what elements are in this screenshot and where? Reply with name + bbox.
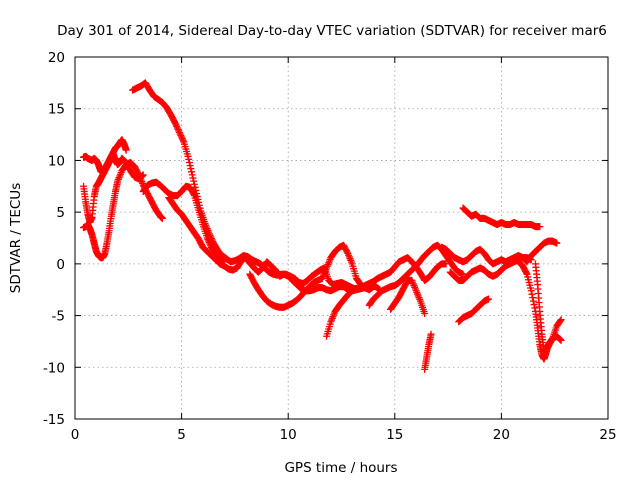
data-point <box>187 165 195 173</box>
plot-frame <box>74 56 609 420</box>
data-point <box>177 132 185 140</box>
data-point <box>190 177 198 185</box>
chart-title: Day 301 of 2014, Sidereal Day-to-day VTE… <box>57 23 607 39</box>
data-point <box>122 146 130 154</box>
series-arc-4 <box>129 79 384 294</box>
data-point <box>171 119 179 127</box>
data-point <box>536 223 544 231</box>
series-arc-12 <box>438 237 561 268</box>
data-point <box>188 171 196 179</box>
data-point <box>485 295 493 303</box>
data-point <box>205 237 213 245</box>
x-tick-label: 15 <box>386 427 403 443</box>
series-arc-9 <box>365 241 467 309</box>
data-point <box>189 174 197 182</box>
data-point <box>178 133 186 141</box>
data-point <box>427 330 435 338</box>
y-tick-label: -5 <box>52 309 65 325</box>
x-tick-label: 10 <box>280 427 297 443</box>
x-axis-label: GPS time / hours <box>284 460 397 476</box>
x-tick-label: 25 <box>599 427 616 443</box>
series-arc-17 <box>532 260 565 355</box>
data-point <box>174 125 182 133</box>
data-point <box>553 239 561 247</box>
data-point <box>556 317 564 325</box>
y-tick-label: 10 <box>48 153 65 169</box>
data-point <box>185 158 193 166</box>
data-point <box>557 316 565 324</box>
data-point <box>184 152 192 160</box>
series-arc-8 <box>323 254 450 340</box>
series-arc-10 <box>387 276 429 318</box>
data-point <box>173 124 181 132</box>
data-point <box>548 336 556 344</box>
data-point <box>343 248 351 256</box>
x-tick-labels: 0 5 10 15 20 25 <box>71 427 617 443</box>
data-point <box>175 127 183 135</box>
y-tick-label: -10 <box>43 360 65 376</box>
x-tick-label: 0 <box>71 427 80 443</box>
y-tick-label: -15 <box>43 412 65 428</box>
x-tick-label: 5 <box>177 427 186 443</box>
data-point <box>173 122 181 130</box>
data-point <box>158 214 166 222</box>
data-point <box>186 162 194 170</box>
data-point <box>203 234 211 242</box>
data-point <box>531 304 539 312</box>
y-tick-labels: -15 -10 -5 0 5 10 15 20 <box>43 50 65 428</box>
data-point <box>172 121 180 129</box>
y-tick-label: 15 <box>48 102 65 118</box>
data-point <box>206 240 214 248</box>
series-arc-15 <box>459 204 544 231</box>
series-arc-6 <box>165 194 377 295</box>
data-point <box>522 269 530 277</box>
axis-ticks <box>74 56 609 420</box>
data-point <box>527 256 535 264</box>
data-point <box>188 168 196 176</box>
grid-lines <box>75 57 608 419</box>
series-arc-11 <box>421 330 435 373</box>
data-point <box>529 297 537 305</box>
data-point <box>134 170 142 178</box>
data-point <box>204 236 212 244</box>
data-point <box>176 130 184 138</box>
y-axis-label: SDTVAR / TECUs <box>8 183 24 293</box>
data-point <box>529 294 537 302</box>
data-point <box>179 136 187 144</box>
series-arc-3 <box>80 158 166 262</box>
data-point <box>190 190 198 198</box>
data-point <box>556 336 564 344</box>
y-tick-label: 5 <box>56 205 65 221</box>
series-arc-13 <box>446 254 535 284</box>
y-tick-label: 0 <box>56 257 65 273</box>
x-tick-label: 20 <box>493 427 510 443</box>
series-arc-16 <box>514 258 565 363</box>
data-point <box>527 287 535 295</box>
data-point <box>421 310 429 318</box>
series-arc-14 <box>455 295 493 326</box>
data-marks <box>80 79 565 373</box>
data-point <box>528 290 536 298</box>
data-point <box>178 135 186 143</box>
data-point <box>190 180 198 188</box>
data-point <box>205 239 213 247</box>
data-point <box>557 336 565 344</box>
data-point <box>556 335 564 343</box>
data-point <box>185 155 193 163</box>
data-point <box>530 301 538 309</box>
y-tick-label: 20 <box>48 50 65 66</box>
data-point <box>175 129 183 137</box>
